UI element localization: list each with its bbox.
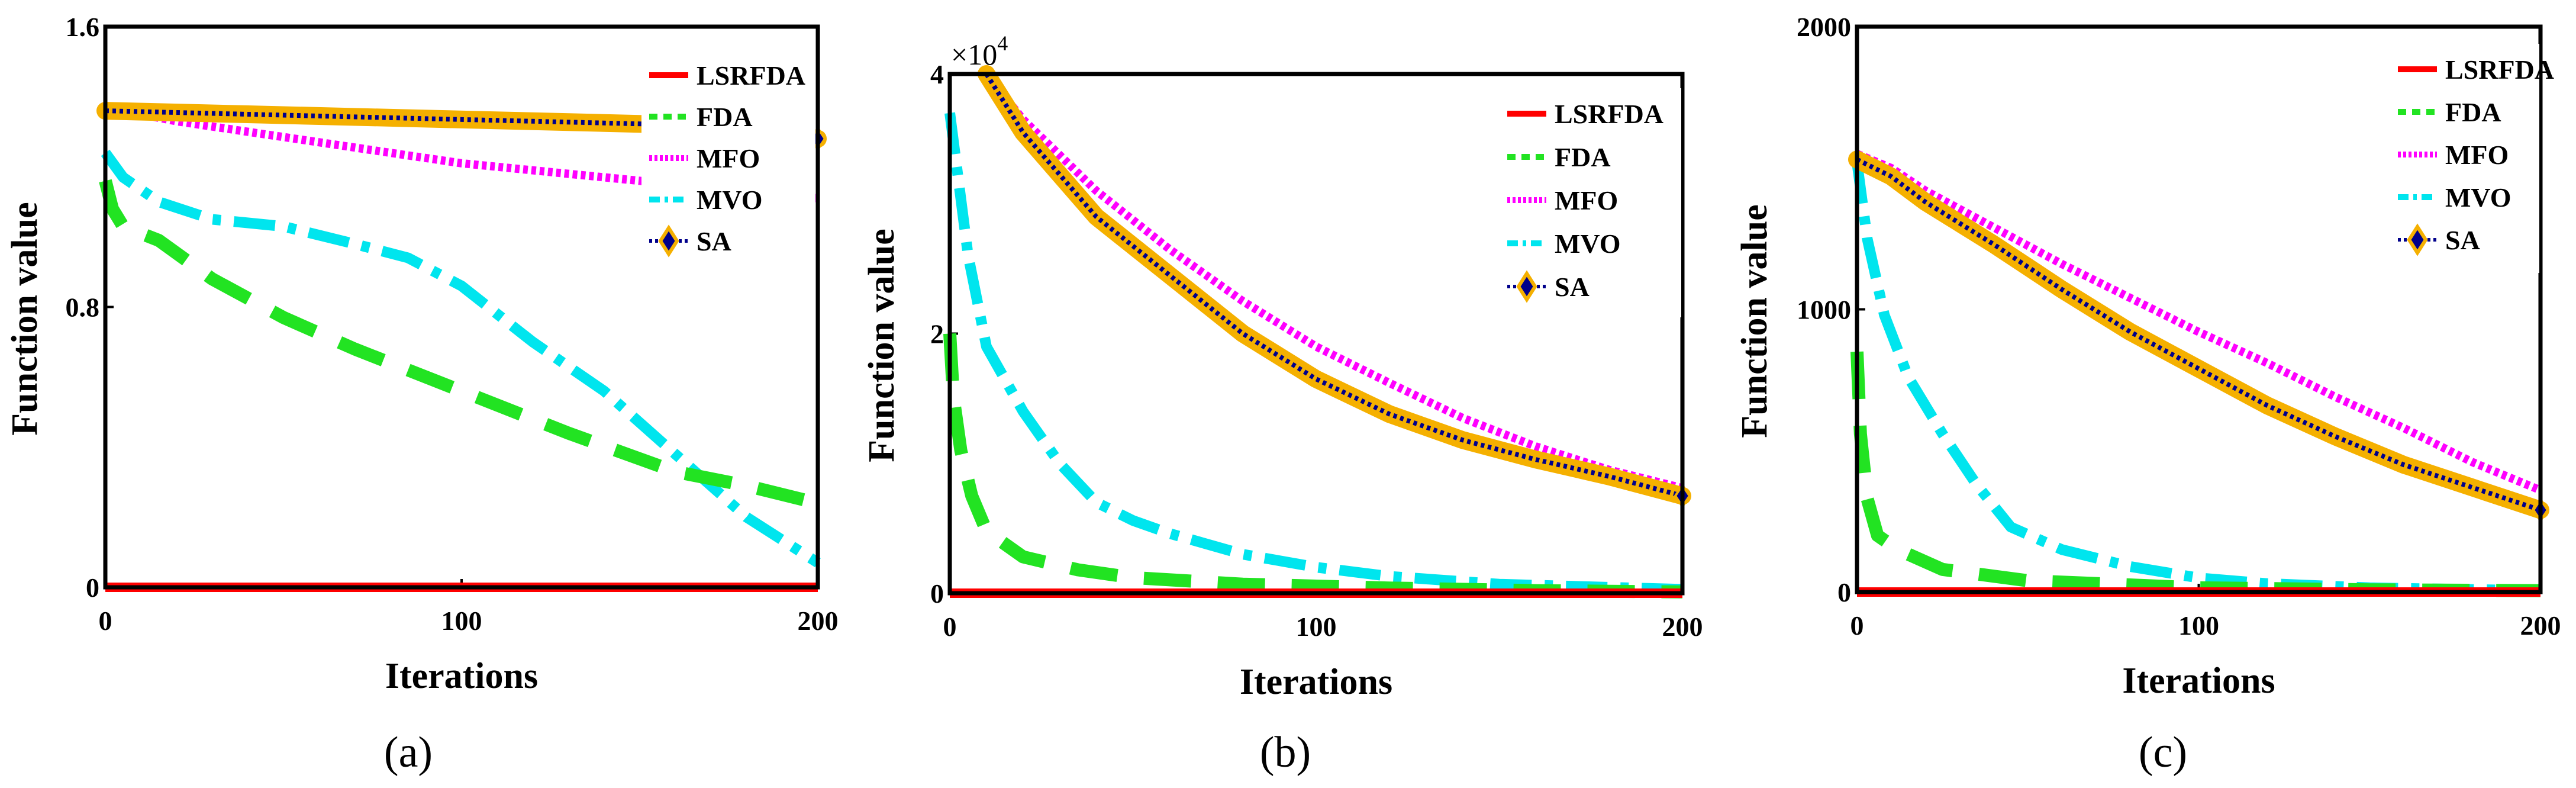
y-tick-label: 0 xyxy=(1837,577,1851,607)
legend-label-MFO: MFO xyxy=(1555,185,1618,216)
plot-frame xyxy=(1855,24,2543,594)
legend-label-FDA: FDA xyxy=(2445,97,2501,127)
legend-label-MFO: MFO xyxy=(2445,140,2509,170)
series-line-SA xyxy=(1856,157,2542,513)
x-axis-label: Iterations xyxy=(1240,662,1392,702)
panel-caption: (a) xyxy=(384,728,433,777)
legend-marker-SA xyxy=(658,224,679,258)
x-axis-label: Iterations xyxy=(2122,661,2275,701)
y-tick-label: 0 xyxy=(86,572,99,603)
series-line-MVO xyxy=(101,149,821,568)
series-line-SA xyxy=(984,72,1684,498)
series-line-MVO xyxy=(1852,162,2541,596)
y-axis-multiplier: ×104 xyxy=(951,31,1008,71)
panel-caption: (b) xyxy=(1260,728,1311,777)
x-tick-label: 100 xyxy=(441,606,482,636)
chart-panel-a: 0 100 200 0 0.8 1.6 LSRFDA FDA MFO MVO SA Iteration… xyxy=(5,12,839,777)
y-tick-label: 2000 xyxy=(1797,12,1851,42)
y-tick-label: 0 xyxy=(930,578,944,609)
x-tick-label: 200 xyxy=(1662,612,1703,642)
y-tick-label: 1.6 xyxy=(66,12,100,42)
y-axis-label: Function value xyxy=(5,202,45,435)
y-axis-multiplier-exponent: 4 xyxy=(997,31,1008,55)
series-line-FDA xyxy=(99,179,820,510)
legend-label-LSRFDA: LSRFDA xyxy=(1555,99,1663,129)
x-tick-label: 0 xyxy=(1850,610,1864,641)
plot-frame xyxy=(103,24,820,590)
legend-label-MFO: MFO xyxy=(697,143,760,173)
series-line-MVO xyxy=(944,112,1683,595)
legend-label-FDA: FDA xyxy=(1555,142,1611,172)
plot-frame xyxy=(947,72,1685,596)
series-line-MFO xyxy=(1855,150,2542,494)
series-line-MFO xyxy=(104,103,818,202)
y-tick-label: 4 xyxy=(930,59,944,89)
y-axis-label: Function value xyxy=(862,229,902,462)
series-line-MFO xyxy=(983,71,1684,493)
x-tick-label: 0 xyxy=(99,606,112,636)
legend-label-SA: SA xyxy=(697,226,731,256)
legend: LSRFDA FDA MFO MVO SA xyxy=(1500,88,1681,317)
chart-panel-b: 0 100 200 0 2 4×104 LSRFDA FDA MFO MVO SA Iteration… xyxy=(862,31,1703,777)
legend-label-FDA: FDA xyxy=(697,102,753,132)
y-tick-label: 2 xyxy=(930,319,944,349)
y-tick-label: 1000 xyxy=(1797,295,1851,325)
x-tick-label: 200 xyxy=(798,606,839,636)
legend-label-LSRFDA: LSRFDA xyxy=(2445,54,2554,85)
x-tick-label: 100 xyxy=(2178,610,2219,641)
legend-label-MVO: MVO xyxy=(697,185,763,215)
legend-label-MVO: MVO xyxy=(1555,229,1621,259)
y-axis-label: Function value xyxy=(1734,204,1775,438)
legend-marker-SA xyxy=(1516,270,1537,303)
series-line-SA xyxy=(105,108,818,141)
x-tick-label: 0 xyxy=(943,612,957,642)
series-line-FDA xyxy=(943,333,1683,599)
legend: LSRFDA FDA MFO MVO SA xyxy=(641,50,815,276)
y-tick-label: 0.8 xyxy=(66,292,100,323)
legend-label-LSRFDA: LSRFDA xyxy=(697,60,805,91)
chart-panel-c: 0 100 200010002000LSRFDAFDAMFOMVOSAIterati… xyxy=(1734,12,2561,777)
legend-label-SA: SA xyxy=(2445,225,2480,255)
panel-caption: (c) xyxy=(2139,728,2187,777)
x-axis-label: Iterations xyxy=(385,656,538,696)
legend: LSRFDA FDA MFO MVO SA xyxy=(2390,44,2554,273)
legend-label-SA: SA xyxy=(1555,272,1590,302)
x-tick-label: 100 xyxy=(1296,612,1337,642)
legend-label-MVO: MVO xyxy=(2445,182,2511,213)
x-tick-label: 200 xyxy=(2520,610,2561,641)
legend-marker-SA xyxy=(2407,223,2428,256)
